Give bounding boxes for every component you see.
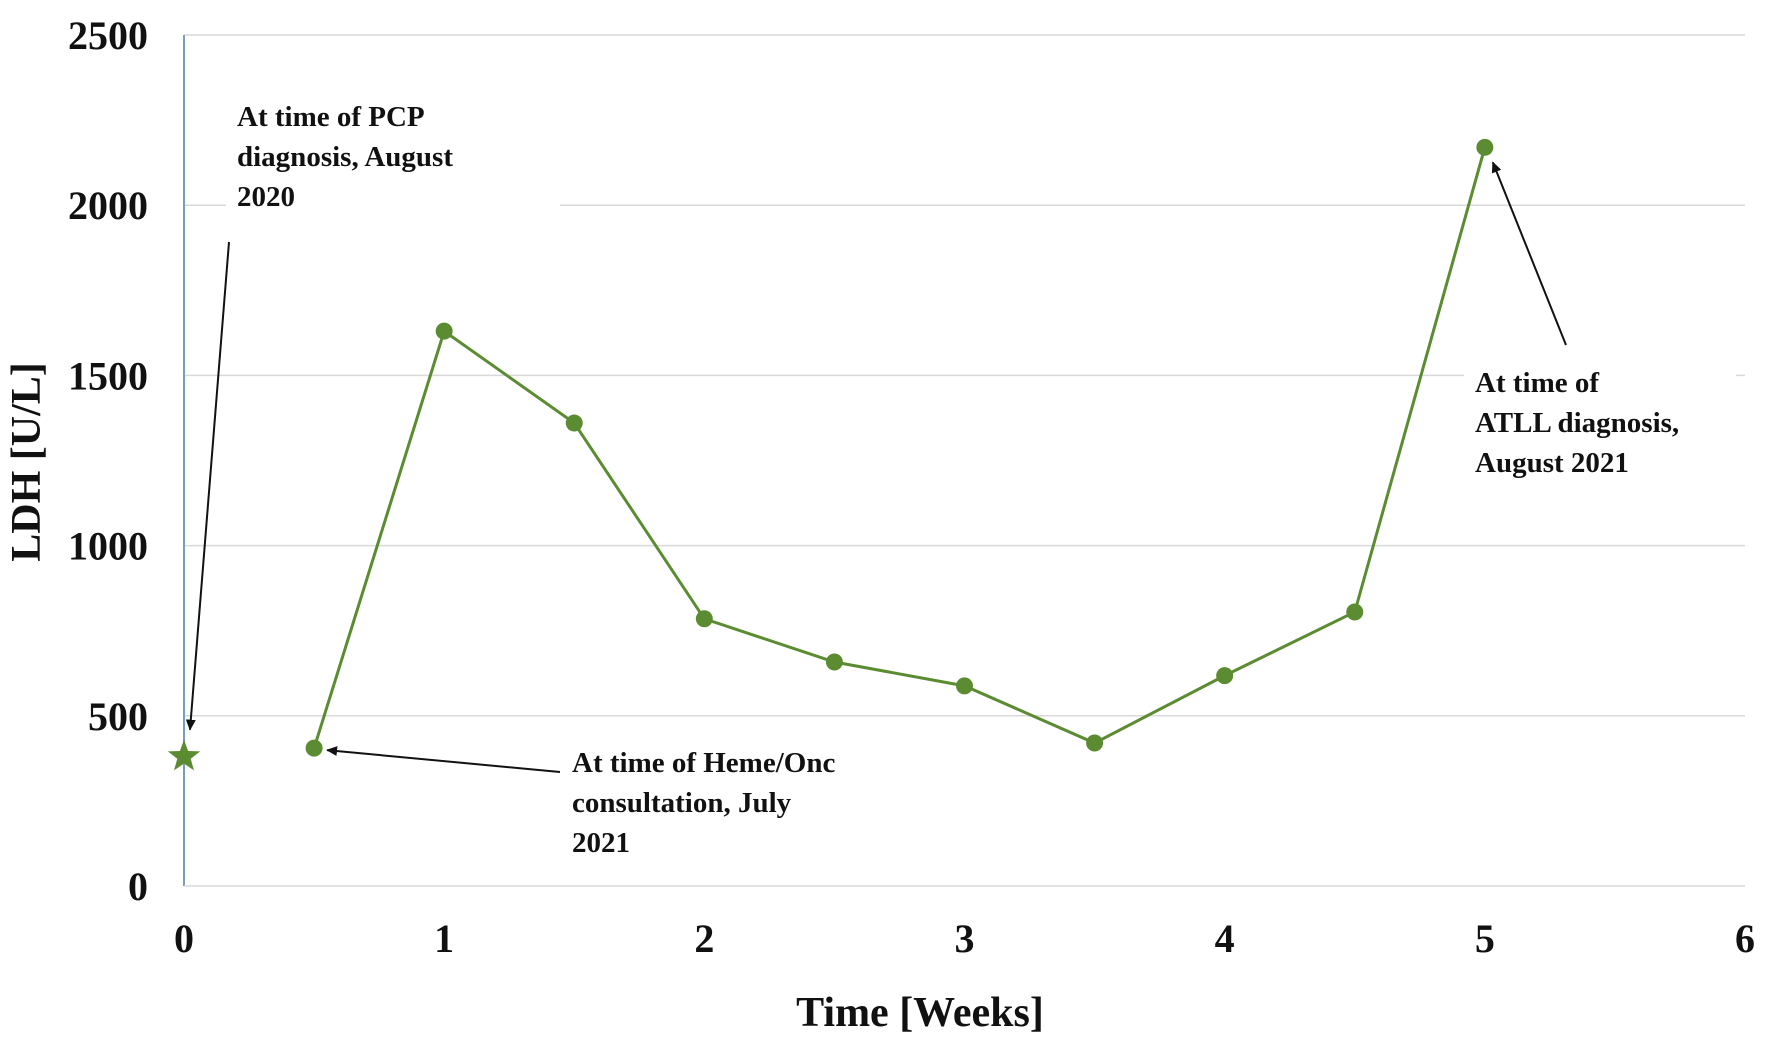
ldh-data-point	[695, 610, 713, 628]
annotation-line: At time of PCP	[237, 101, 425, 133]
annotation-line: At time of Heme/Onc	[572, 747, 835, 779]
x-tick-label: 1	[434, 916, 454, 961]
y-tick-label: 1500	[68, 353, 148, 398]
annotation-background	[226, 92, 560, 220]
ldh-data-point	[825, 653, 843, 671]
ldh-series-line	[312, 146, 1487, 749]
x-axis-title: Time [Weeks]	[796, 990, 1044, 1036]
ldh-data-point	[956, 677, 973, 695]
annotation-background	[562, 738, 892, 868]
annotation-line: consultation, July	[572, 787, 792, 819]
annotation-line: August 2021	[1475, 447, 1629, 479]
annotation-background	[1464, 358, 1736, 488]
annotation-arrow	[326, 746, 561, 773]
y-tick-label: 2000	[68, 183, 148, 228]
y-tick-label: 2500	[68, 13, 148, 58]
annotation-text: At time of PCP diagnosis, August 2020	[237, 101, 453, 213]
y-tick-label: 0	[128, 864, 148, 909]
annotation-line: 2021	[572, 827, 630, 859]
annotation-text: At time of ATLL diagnosis, August 2021	[1475, 367, 1679, 479]
annotation-line: diagnosis, August	[237, 141, 453, 173]
y-tick-label: 500	[88, 694, 148, 739]
annotation-arrow	[185, 241, 230, 731]
ldh-data-point	[435, 322, 453, 340]
annotation-line: At time of	[1475, 367, 1599, 399]
annotation-line: 2020	[237, 181, 295, 213]
annotation-line: ATLL diagnosis,	[1475, 407, 1679, 439]
ldh-data-point	[1216, 667, 1234, 685]
y-axis-title: LDH [U/L]	[4, 362, 50, 562]
x-tick-label: 5	[1475, 916, 1495, 961]
ldh-data-point	[1086, 734, 1104, 752]
ldh-data-point	[565, 414, 583, 432]
x-tick-label: 3	[955, 916, 975, 961]
x-tick-label: 4	[1215, 916, 1235, 961]
ldh-data-point	[305, 739, 323, 757]
x-tick-label: 0	[174, 916, 194, 961]
annotation-text: At time of Heme/Onc consultation, July 202…	[572, 747, 835, 859]
x-tick-label: 2	[694, 916, 714, 961]
annotation-arrow	[1491, 161, 1567, 346]
ldh-data-point	[1476, 138, 1494, 156]
star-marker	[167, 739, 201, 771]
x-tick-label: 6	[1735, 916, 1755, 961]
ldh-data-point	[1346, 603, 1364, 621]
y-tick-label: 1000	[68, 524, 148, 569]
